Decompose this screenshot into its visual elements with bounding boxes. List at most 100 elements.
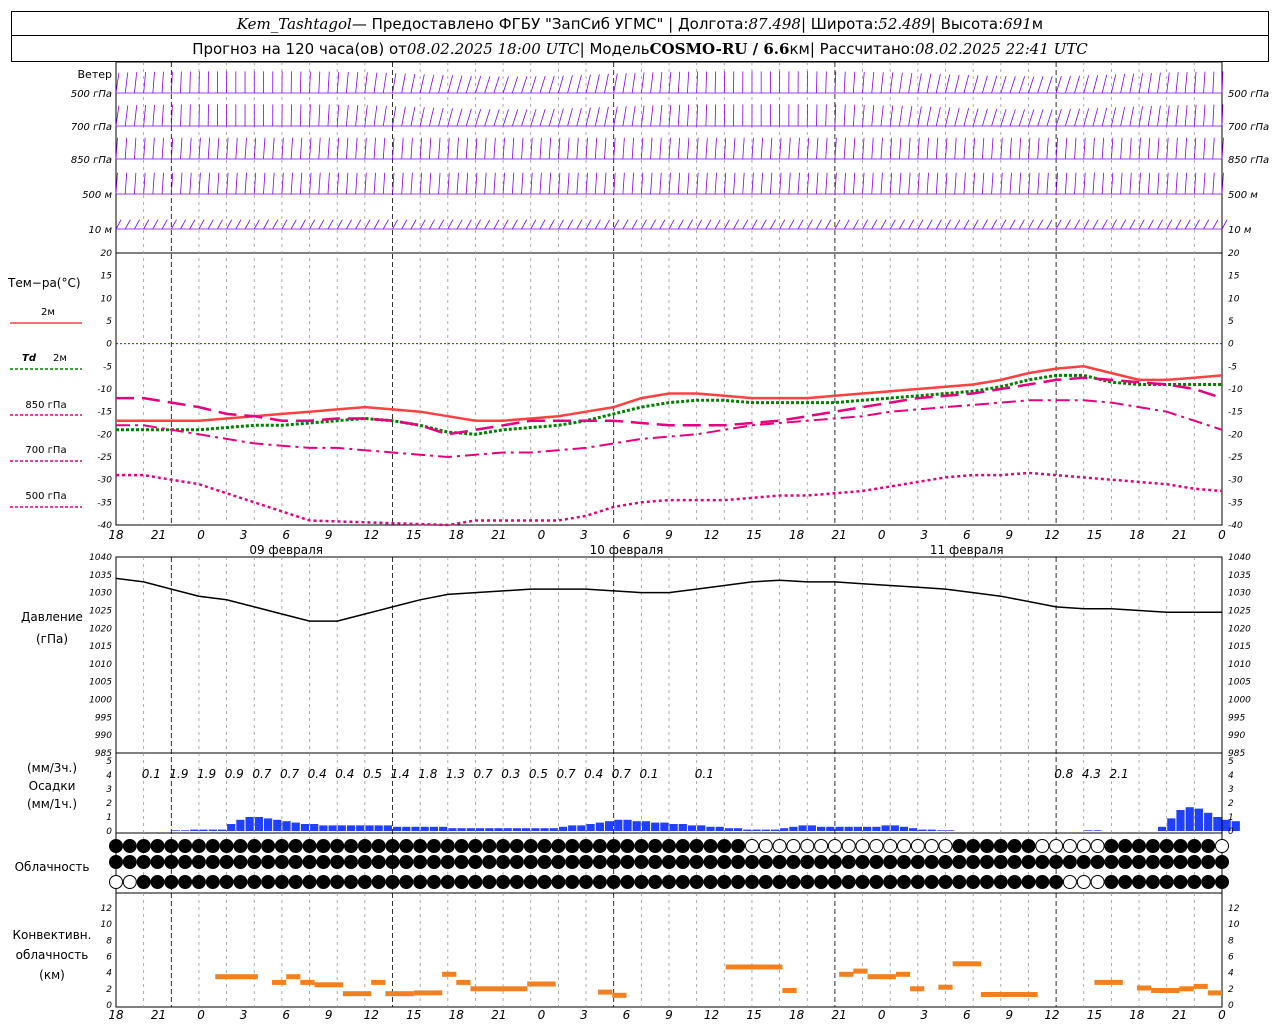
wind-barb <box>189 219 196 230</box>
wind-barb <box>926 106 932 127</box>
cloud-symbol <box>689 855 704 869</box>
precip-bar <box>448 828 457 831</box>
wind-barb <box>1055 172 1058 195</box>
legend-td-prefix: Td <box>22 353 37 364</box>
wind-barb <box>687 172 690 195</box>
wind-barb <box>539 108 546 127</box>
conv-segment <box>456 979 471 985</box>
wind-barb <box>908 219 915 230</box>
wind-barb <box>336 219 343 230</box>
cloud-symbol <box>371 875 386 889</box>
wind-barb <box>613 137 616 160</box>
precip-bar <box>245 817 254 831</box>
wind-barb <box>899 137 902 160</box>
precip-bar <box>300 824 309 831</box>
wind-barb <box>161 172 164 195</box>
wind-barb <box>604 137 607 160</box>
cloud-symbol <box>385 839 400 853</box>
time-tick-label: 0 <box>197 1008 205 1022</box>
legend-t500-label: 500 гПа <box>25 491 66 502</box>
temp-series-1 <box>116 373 1222 436</box>
precip-bar <box>503 828 512 831</box>
wind-barb <box>1083 75 1090 94</box>
temp-tick-label: -25 <box>97 453 112 463</box>
time-tick-label: 6 <box>282 528 290 542</box>
cloud-symbol <box>1187 855 1202 869</box>
time-tick-label: 3 <box>920 1008 928 1022</box>
wind-barb <box>419 107 425 127</box>
wind-barb <box>373 172 376 195</box>
wind-barb <box>281 172 284 195</box>
temp-tick-label: -25 <box>1228 453 1243 463</box>
conv-segment <box>1207 990 1222 996</box>
time-tick-label: 0 <box>878 528 886 542</box>
wind-barb <box>290 219 297 230</box>
precip-bar <box>522 828 531 831</box>
wind-barb <box>1147 219 1154 230</box>
cloud-symbol <box>496 855 511 869</box>
wind-barb <box>1120 106 1126 127</box>
wind-panel <box>115 71 1228 230</box>
conv-segment <box>371 979 386 985</box>
cloud-symbol <box>745 839 759 853</box>
cloud-symbol <box>1159 839 1174 853</box>
wind-barb <box>1221 172 1224 195</box>
wind-barb <box>438 172 441 195</box>
convective-panel <box>215 961 1222 998</box>
precip-bar <box>374 825 383 831</box>
wind-barb <box>1028 172 1031 195</box>
wind-barb <box>152 219 159 230</box>
cloud-symbol <box>288 875 303 889</box>
precip-bar <box>264 818 273 831</box>
precip-3h-label: 0.9 <box>225 767 244 781</box>
wind-barb <box>871 104 875 127</box>
axis-ticks: 1818212100336699121215151818212100336699… <box>71 89 1269 1022</box>
wind-barb <box>981 108 988 127</box>
cloud-symbol <box>122 839 137 853</box>
wind-barb <box>594 74 600 94</box>
cloud-symbol <box>1173 855 1188 869</box>
wind-barb <box>447 172 450 195</box>
precip-bar <box>310 824 319 831</box>
wind-barb <box>401 219 408 230</box>
wind-barb <box>392 106 397 127</box>
wind-barb <box>392 73 397 94</box>
wind-barb <box>622 73 627 94</box>
cloud-symbol <box>565 855 580 869</box>
wind-barb <box>1111 107 1117 127</box>
wind-barb <box>705 219 712 230</box>
time-tick-label: 18 <box>449 1008 465 1022</box>
wind-barb <box>1193 172 1197 195</box>
cloud-symbol <box>772 839 787 853</box>
wind-barb <box>539 75 546 94</box>
conv-segment <box>1151 988 1180 993</box>
wind-barb <box>622 137 625 160</box>
wind-barb <box>447 137 450 160</box>
time-tick-label: 3 <box>920 528 928 542</box>
cloud-symbol <box>1145 855 1160 869</box>
pressure-tick-label: 1015 <box>89 642 112 652</box>
wind-barb <box>189 104 191 127</box>
cloud-symbol <box>1215 839 1229 853</box>
precip-bar <box>660 822 669 831</box>
wind-barb <box>207 172 211 195</box>
wind-barb <box>253 137 257 160</box>
cloud-symbol <box>869 855 884 869</box>
cloud-symbol <box>966 875 981 889</box>
wind-barb <box>521 219 528 230</box>
time-tick-label: 15 <box>1087 1008 1102 1022</box>
cloud-symbol <box>1145 839 1160 853</box>
temp-tick-label: 15 <box>101 272 113 282</box>
time-tick-label: 6 <box>963 1008 971 1022</box>
wind-barb <box>558 172 561 195</box>
wind-barb <box>327 219 334 230</box>
temp-tick-label: -20 <box>97 430 112 440</box>
wind-barb <box>963 172 966 195</box>
conv-segment <box>442 971 457 977</box>
wind-barb <box>548 219 555 230</box>
wind-barb <box>1120 73 1126 94</box>
precip-bar <box>853 826 862 831</box>
conv-label-2: облачность <box>16 948 89 962</box>
wind-barb <box>659 105 663 127</box>
time-tick-label: 6 <box>963 528 971 542</box>
